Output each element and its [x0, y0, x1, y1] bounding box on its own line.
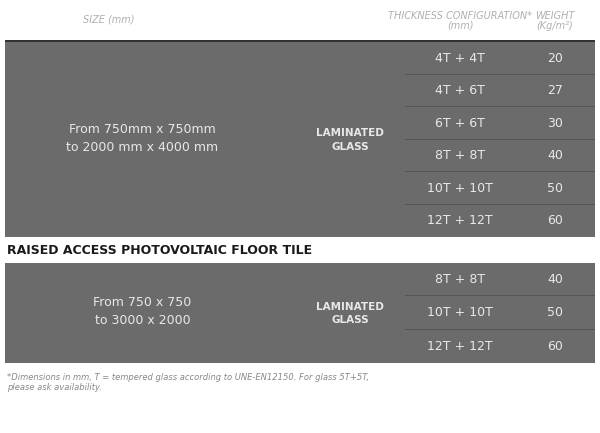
Text: LAMINATED: LAMINATED — [316, 129, 384, 139]
Text: 27: 27 — [547, 84, 563, 97]
Text: 20: 20 — [547, 52, 563, 65]
Bar — [405, 329, 595, 330]
Text: GLASS: GLASS — [331, 142, 369, 152]
Text: 50: 50 — [547, 182, 563, 195]
Text: 8T + 8T: 8T + 8T — [435, 273, 485, 286]
Text: to 2000 mm x 4000 mm: to 2000 mm x 4000 mm — [67, 141, 218, 154]
Text: 40: 40 — [547, 273, 563, 286]
Text: 4T + 4T: 4T + 4T — [435, 52, 485, 65]
Text: From 750 x 750: From 750 x 750 — [94, 297, 191, 310]
Bar — [5, 0, 595, 40]
Text: 4T + 6T: 4T + 6T — [435, 84, 485, 97]
Bar — [5, 42, 595, 237]
Text: From 750mm x 750mm: From 750mm x 750mm — [69, 123, 216, 136]
Text: 6T + 6T: 6T + 6T — [435, 117, 485, 130]
Text: 60: 60 — [547, 340, 563, 353]
Text: 50: 50 — [547, 307, 563, 320]
Text: SIZE (mm): SIZE (mm) — [83, 15, 134, 25]
Text: 60: 60 — [547, 214, 563, 227]
Bar — [5, 237, 595, 263]
Text: 12T + 12T: 12T + 12T — [427, 340, 493, 353]
Bar — [405, 171, 595, 172]
Text: (mm): (mm) — [447, 21, 473, 31]
Text: 12T + 12T: 12T + 12T — [427, 214, 493, 227]
Bar — [5, 40, 595, 42]
Text: 10T + 10T: 10T + 10T — [427, 307, 493, 320]
Text: WEIGHT: WEIGHT — [535, 11, 575, 21]
Bar — [405, 106, 595, 107]
Text: LAMINATED: LAMINATED — [316, 302, 384, 312]
Text: 40: 40 — [547, 149, 563, 162]
Text: THICKNESS CONFIGURATION*: THICKNESS CONFIGURATION* — [388, 11, 532, 21]
Text: 30: 30 — [547, 117, 563, 130]
Text: 8T + 8T: 8T + 8T — [435, 149, 485, 162]
Text: (Kg/m²): (Kg/m²) — [536, 21, 574, 31]
Text: 10T + 10T: 10T + 10T — [427, 182, 493, 195]
Text: *Dimensions in mm, T = tempered glass according to UNE-EN12150. For glass 5T+5T,: *Dimensions in mm, T = tempered glass ac… — [7, 373, 369, 392]
Bar — [5, 263, 595, 363]
Text: RAISED ACCESS PHOTOVOLTAIC FLOOR TILE: RAISED ACCESS PHOTOVOLTAIC FLOOR TILE — [7, 243, 312, 256]
Bar — [405, 295, 595, 296]
Text: GLASS: GLASS — [331, 315, 369, 325]
Text: to 3000 x 2000: to 3000 x 2000 — [95, 314, 190, 327]
